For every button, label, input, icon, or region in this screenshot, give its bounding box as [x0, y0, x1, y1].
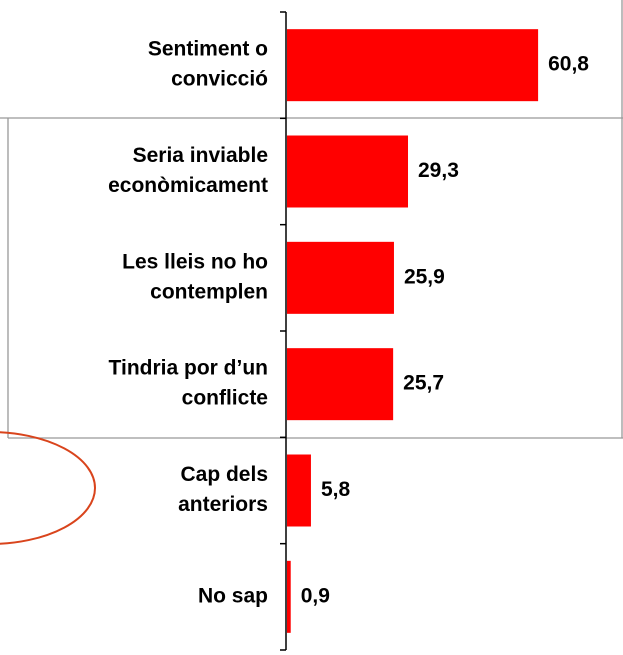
category-label: Tindria por d’un	[109, 357, 268, 380]
category-label: No sap	[198, 584, 268, 607]
bar	[287, 560, 291, 633]
category-label: Seria inviable	[133, 144, 268, 167]
bar	[287, 135, 409, 208]
value-label: 25,7	[403, 372, 444, 395]
category-label: Sentiment o	[148, 38, 268, 61]
category-label: conflicte	[182, 387, 268, 410]
category-label: contemplen	[150, 280, 268, 303]
bar	[287, 454, 311, 527]
category-label: anteriors	[178, 493, 268, 516]
bar	[287, 29, 539, 102]
category-label: convicció	[171, 68, 268, 91]
value-label: 0,9	[301, 584, 330, 607]
category-label: econòmicament	[108, 174, 268, 197]
frames	[0, 0, 623, 439]
value-label: 5,8	[321, 478, 351, 501]
value-label: 29,3	[418, 159, 459, 182]
category-label: Cap dels	[180, 463, 268, 486]
value-label: 25,9	[404, 265, 445, 288]
highlight-ellipse	[0, 431, 96, 545]
bar	[287, 241, 394, 314]
category-label: Les lleis no ho	[122, 250, 268, 273]
bar	[287, 348, 394, 421]
value-label: 60,8	[548, 53, 589, 76]
